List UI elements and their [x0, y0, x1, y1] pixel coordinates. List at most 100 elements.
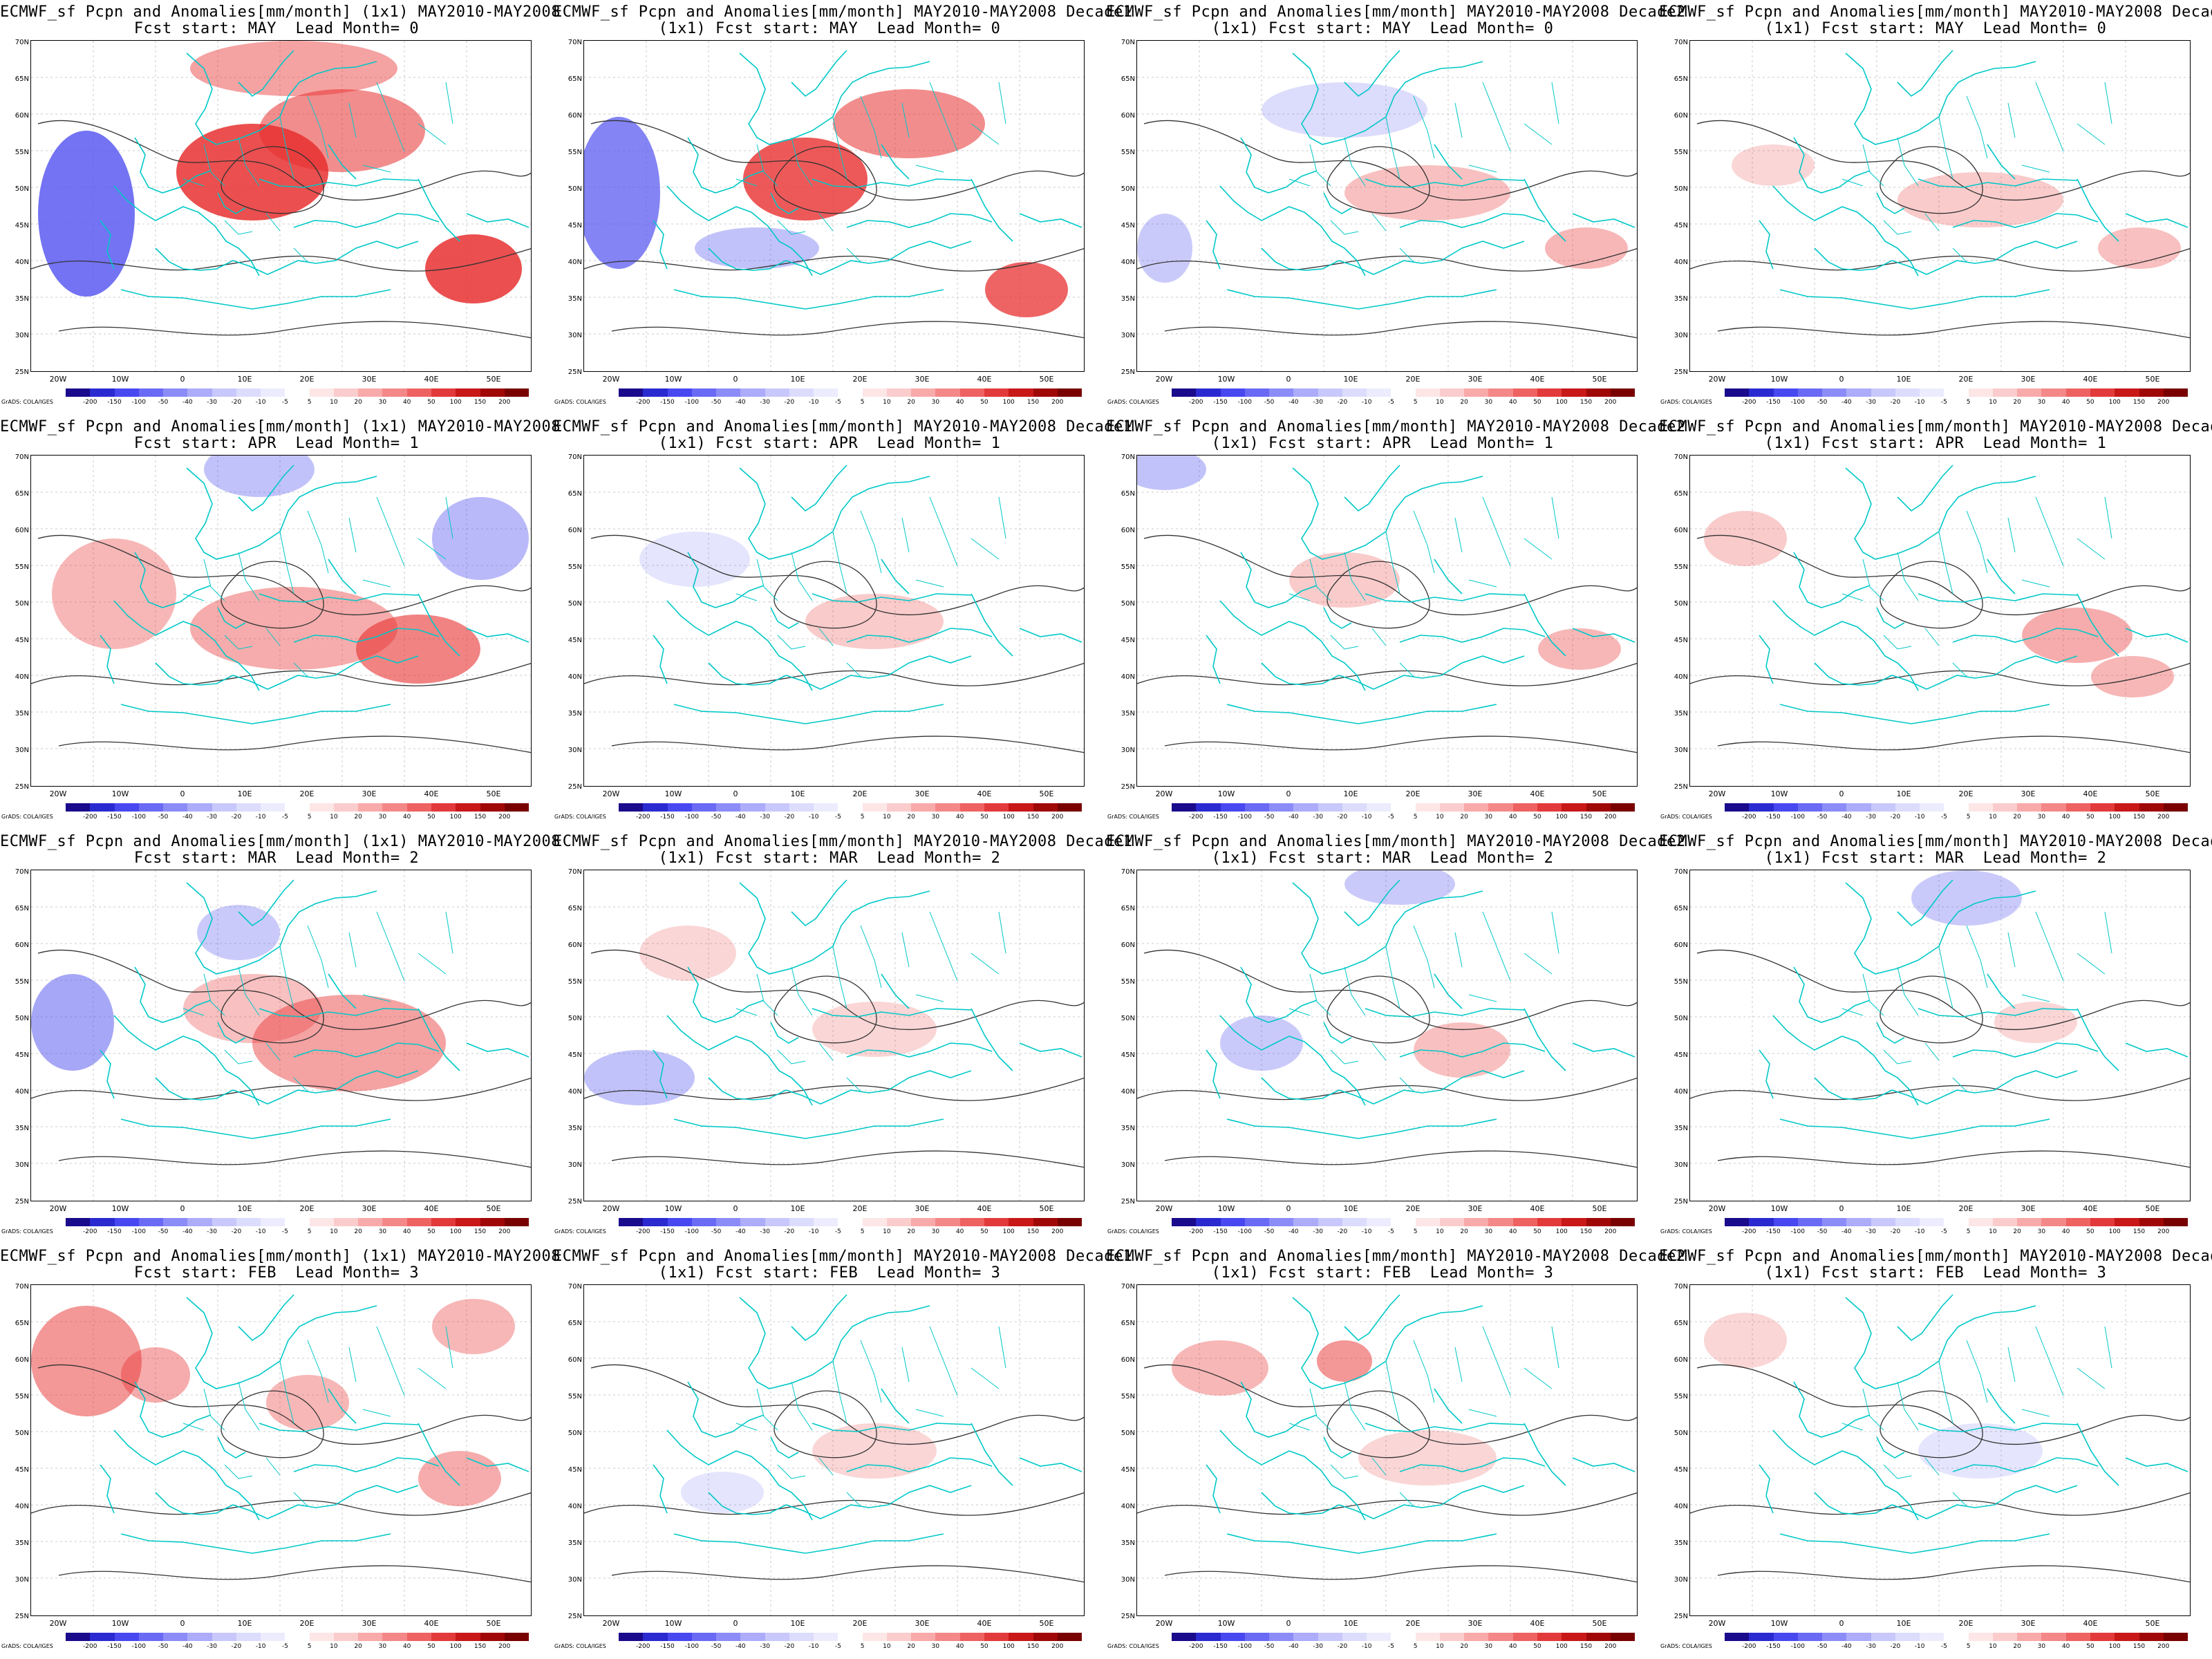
panel-subtitle: (1x1) Fcst start: MAY Lead Month= 0: [1764, 20, 2107, 37]
longitude-label: 20E: [852, 1619, 868, 1628]
map-area: [1136, 1284, 1638, 1616]
longitude-label: 10E: [1896, 1204, 1911, 1213]
longitude-label: 50E: [2145, 375, 2160, 384]
colorbar-swatch: [935, 1633, 960, 1641]
colorbar-swatch: [1846, 1633, 1871, 1641]
panel-subtitle: (1x1) Fcst start: APR Lead Month= 1: [658, 435, 1001, 452]
colorbar-label: 5: [1413, 399, 1418, 406]
colorbar-swatch: [382, 388, 407, 397]
latitude-label: 40N: [15, 1088, 29, 1096]
latitude-label: 55N: [1674, 978, 1688, 986]
colorbar-label: -50: [158, 1643, 169, 1650]
colorbar-label: -40: [1288, 814, 1299, 821]
wet-anomaly-area: [2022, 608, 2133, 663]
precip-contour: [221, 146, 324, 214]
colorbar-swatch: [862, 803, 887, 812]
longitude-label: 20E: [852, 375, 868, 384]
colorbar-swatch: [2115, 1633, 2139, 1641]
grads-credit: GrADS: COLA/IGES: [1, 399, 53, 405]
panel-title: ECMWF_sf Pcpn and Anomalies[mm/month] MA…: [1659, 1248, 2212, 1265]
latitude-label: 30N: [568, 1161, 582, 1169]
latitude-label: 25N: [568, 1613, 582, 1620]
colorbar-label: 20: [2013, 814, 2021, 821]
colorbar-label: 200: [1604, 1228, 1617, 1235]
colorbar-swatch: [1920, 388, 1944, 397]
colorbar-swatch: [261, 388, 285, 397]
longitude-label: 20E: [1958, 1619, 1974, 1628]
colorbar-swatch: [1773, 803, 1798, 812]
colorbar-label: 50: [427, 399, 435, 406]
colorbar-swatch: [667, 388, 692, 397]
latitude-label: 25N: [1674, 1613, 1688, 1620]
colorbar-swatch: [285, 803, 310, 812]
longitude-label: 10E: [1343, 789, 1358, 798]
colorbar-swatch: [236, 1633, 261, 1641]
colorbar-label: 10: [330, 814, 338, 821]
colorbar-label: -100: [1790, 399, 1805, 406]
colorbar-label: -200: [83, 814, 97, 821]
latitude-label: 35N: [15, 1539, 29, 1547]
latitude-label: 30N: [568, 332, 582, 339]
colorbar-swatch: [1797, 1633, 1823, 1641]
coastline: [1759, 465, 2188, 724]
colorbar-swatch: [2065, 388, 2090, 397]
map-area: [30, 870, 532, 1201]
latitude-label: 40N: [1121, 1088, 1135, 1096]
latitude-label: 45N: [1121, 1051, 1135, 1059]
precip-contour: [774, 1390, 877, 1459]
precip-contour: [584, 247, 1084, 272]
longitude-label: 20W: [1708, 1619, 1726, 1628]
colorbar-swatch: [66, 803, 91, 812]
latitude-label: 60N: [1121, 941, 1135, 949]
latitude-label: 70N: [568, 1283, 582, 1291]
latitude-label: 60N: [1121, 112, 1135, 120]
longitude-label: 50E: [2145, 1204, 2160, 1213]
precip-contour: [1137, 247, 1637, 272]
colorbar-swatch: [619, 803, 644, 812]
colorbar-swatch: [740, 803, 765, 812]
colorbar-label: 100: [449, 814, 462, 821]
latitude-label: 50N: [15, 185, 29, 193]
colorbar-label: 10: [330, 399, 338, 406]
colorbar-label: -20: [1337, 1643, 1348, 1650]
longitude-label: 10E: [237, 375, 252, 384]
colorbar-label: 30: [2037, 399, 2046, 406]
colorbar-swatch: [789, 1633, 814, 1641]
longitude-label: 10W: [111, 789, 129, 798]
colorbar-swatch: [1512, 803, 1537, 812]
latitude-label: 55N: [15, 149, 29, 156]
colorbar-label: 40: [402, 1643, 411, 1650]
precip-contour: [58, 1150, 531, 1168]
colorbar-swatch: [1269, 1218, 1294, 1226]
longitude-label: 50E: [1592, 1619, 1607, 1628]
longitude-label: 50E: [1592, 1204, 1607, 1213]
latitude-label: 40N: [568, 1088, 582, 1096]
colorbar-swatch: [138, 1633, 164, 1641]
panel-title: ECMWF_sf Pcpn and Anomalies[mm/month] MA…: [553, 1248, 1133, 1265]
colorbar-swatch: [1944, 1218, 1969, 1226]
colorbar-swatch: [1749, 388, 1774, 397]
country-borders: [1288, 1326, 1559, 1507]
map-area: [583, 870, 1085, 1201]
colorbar-swatch: [2017, 1218, 2042, 1226]
longitude-label: 30E: [1468, 789, 1483, 798]
latitude-label: 40N: [1121, 259, 1135, 266]
longitude-label: 0: [1286, 1204, 1291, 1213]
wet-anomaly-area: [1732, 144, 1815, 186]
colorbar-label: -5: [834, 814, 841, 821]
colorbar-swatch: [285, 388, 310, 397]
map-svg: [1137, 41, 1637, 371]
colorbar-label: 20: [907, 1228, 915, 1235]
map-area: [583, 1284, 1085, 1616]
panel-title: ECMWF_sf Pcpn and Anomalies[mm/month] MA…: [553, 3, 1133, 21]
latitude-label: 55N: [1121, 1393, 1135, 1400]
colorbar-swatch: [1537, 1633, 1562, 1641]
colorbar-swatch: [431, 388, 456, 397]
colorbar-label: 100: [2108, 814, 2121, 821]
colorbar-label: -5: [1387, 1643, 1394, 1650]
colorbar-label: 30: [931, 399, 940, 406]
colorbar-label: -40: [1841, 814, 1852, 821]
colorbar-swatch: [2115, 1218, 2139, 1226]
colorbar-label: 5: [307, 1228, 312, 1235]
colorbar-label: -200: [636, 1643, 650, 1650]
